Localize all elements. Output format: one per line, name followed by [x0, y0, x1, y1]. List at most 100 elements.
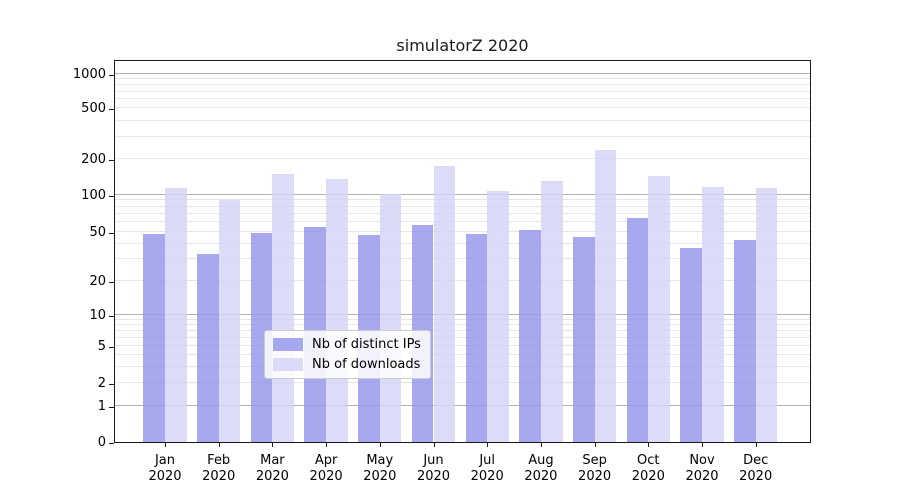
gridline-minor — [115, 77, 810, 79]
y-tick-mark — [109, 384, 114, 386]
bar-distinct-ips-feb — [197, 253, 219, 442]
gridline-minor — [115, 158, 810, 159]
y-tick-label-2: 2 — [97, 376, 106, 392]
gridline-minor — [115, 135, 810, 137]
bar-downloads-aug — [540, 181, 563, 442]
gridline-minor — [115, 354, 810, 356]
legend-swatch-distinct-ips — [273, 338, 303, 351]
y-tick-mark — [109, 347, 114, 349]
gridline-minor — [115, 345, 810, 347]
gridline-minor — [115, 318, 810, 320]
plot-area — [114, 60, 811, 443]
gridline-major — [115, 193, 810, 195]
legend-swatch-downloads — [273, 358, 303, 371]
y-tick-label-200: 200 — [81, 152, 106, 167]
bar-distinct-ips-jul — [465, 233, 488, 442]
x-tick-mark — [755, 443, 757, 447]
y-tick-label-100: 100 — [81, 187, 106, 203]
x-tick-mark — [540, 443, 542, 447]
gridline-minor — [115, 279, 810, 281]
gridline-minor — [115, 382, 810, 384]
gridline-minor — [115, 242, 810, 244]
legend-item-downloads: Nb of downloads — [273, 357, 421, 372]
gridline-major — [115, 404, 810, 406]
gridline-minor — [115, 258, 810, 259]
y-tick-label-1: 1 — [97, 398, 106, 414]
x-tick-mark — [218, 443, 220, 447]
bar-downloads-may — [379, 193, 402, 442]
bar-downloads-nov — [702, 186, 724, 442]
gridline-minor — [115, 337, 810, 339]
x-tick-label-nov: Nov 2020 — [685, 453, 719, 484]
x-tick-label-jun: Jun 2020 — [416, 453, 451, 484]
bar-downloads-oct — [648, 175, 670, 442]
bar-distinct-ips-dec — [734, 239, 756, 442]
bar-downloads-sep — [594, 150, 617, 442]
gridline-minor — [115, 324, 810, 326]
x-tick-label-aug: Aug 2020 — [524, 453, 558, 484]
chart-title: simulatorZ 2020 — [396, 36, 529, 55]
x-tick-mark — [594, 443, 596, 447]
bar-distinct-ips-mar — [250, 232, 273, 442]
gridline-minor — [115, 107, 810, 109]
y-tick-mark — [109, 109, 114, 111]
x-tick-mark — [648, 443, 650, 447]
gridline-minor — [115, 212, 810, 214]
gridline-minor — [115, 230, 810, 232]
x-tick-label-dec: Dec 2020 — [739, 453, 773, 484]
bar-distinct-ips-oct — [626, 217, 649, 442]
y-tick-mark — [109, 232, 114, 234]
gridline-minor — [115, 365, 810, 367]
y-tick-label-10: 10 — [89, 308, 106, 323]
y-tick-mark — [109, 74, 114, 76]
y-tick-mark — [109, 406, 114, 408]
y-tick-label-5: 5 — [97, 339, 106, 355]
bar-downloads-dec — [755, 188, 778, 442]
bar-downloads-mar — [272, 173, 295, 442]
x-tick-label-oct: Oct 2020 — [631, 453, 665, 484]
gridline-minor — [115, 220, 810, 222]
legend-label: Nb of downloads — [312, 357, 421, 372]
x-tick-mark — [272, 443, 274, 447]
x-tick-label-mar: Mar 2020 — [255, 453, 289, 484]
y-tick-label-1000: 1000 — [72, 66, 106, 82]
bar-downloads-feb — [218, 199, 241, 442]
x-tick-mark — [165, 443, 166, 447]
gridline-minor — [115, 83, 810, 85]
x-tick-mark — [702, 443, 703, 447]
gridline-minor — [115, 205, 810, 207]
legend: Nb of distinct IPs Nb of downloads — [264, 330, 431, 379]
y-tick-label-500: 500 — [81, 101, 106, 117]
bar-distinct-ips-nov — [680, 247, 702, 442]
x-tick-mark — [433, 443, 435, 447]
y-tick-label-0: 0 — [97, 435, 106, 450]
gridline-minor — [115, 330, 810, 332]
y-tick-mark — [109, 316, 114, 317]
legend-item-distinct-ips: Nb of distinct IPs — [273, 337, 421, 352]
x-tick-label-may: May 2020 — [363, 453, 397, 484]
gridline-minor — [115, 90, 810, 92]
x-tick-label-apr: Apr 2020 — [309, 453, 343, 484]
gridline-major — [115, 72, 810, 74]
x-tick-label-jan: Jan 2020 — [148, 453, 182, 484]
bar-downloads-jul — [487, 190, 509, 442]
y-tick-mark — [109, 281, 114, 283]
x-tick-mark — [326, 443, 328, 447]
bar-downloads-jun — [433, 165, 456, 442]
y-tick-label-20: 20 — [89, 273, 106, 289]
bar-distinct-ips-jan — [143, 233, 165, 442]
gridline-minor — [115, 199, 810, 201]
y-tick-mark — [109, 195, 114, 197]
y-tick-mark — [109, 443, 114, 444]
bar-downloads-apr — [326, 179, 348, 442]
legend-label: Nb of distinct IPs — [312, 337, 421, 352]
y-tick-label-50: 50 — [89, 224, 106, 240]
x-tick-mark — [487, 443, 489, 447]
bar-downloads-jan — [165, 188, 187, 442]
bar-distinct-ips-sep — [572, 237, 595, 442]
x-tick-label-jul: Jul 2020 — [470, 453, 504, 484]
gridline-minor — [115, 98, 810, 100]
x-tick-label-feb: Feb 2020 — [202, 453, 236, 484]
y-tick-mark — [109, 160, 114, 161]
